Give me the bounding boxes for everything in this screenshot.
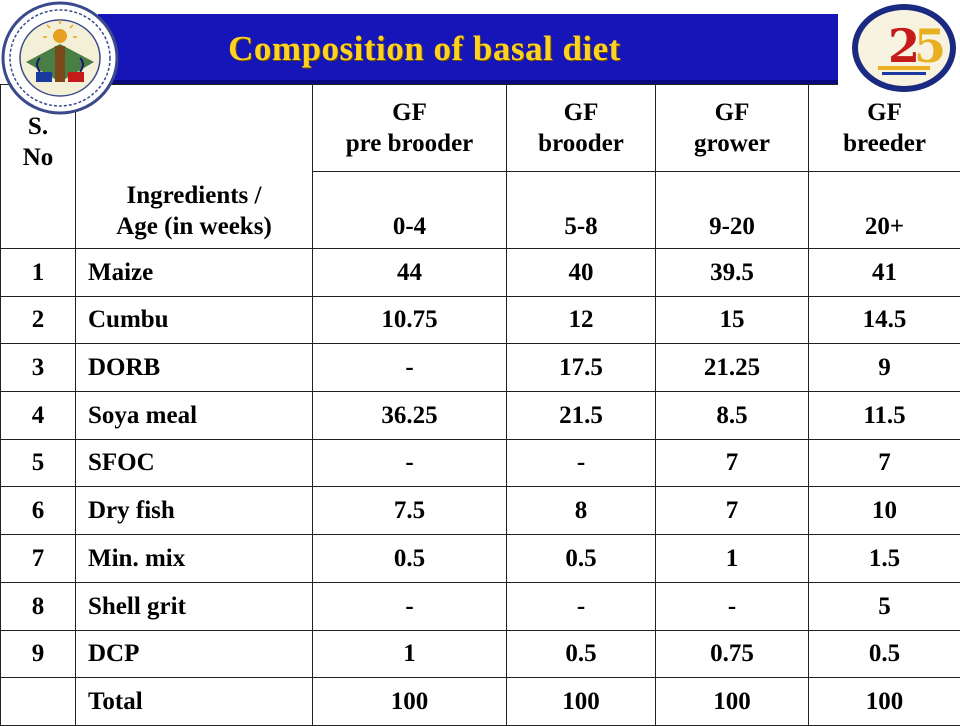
ingredients-header-line2: Age (in weeks)	[116, 213, 272, 240]
ingredient-cell: SFOC	[76, 439, 313, 487]
table-row: 9 DCP 1 0.5 0.75 0.5	[1, 630, 960, 678]
sno-header-line2: No	[23, 144, 54, 171]
diet-header-line2: pre brooder	[346, 130, 474, 157]
value-cell: 14.5	[809, 296, 960, 344]
sno-cell: 8	[1, 582, 76, 630]
diet-header-grower: GF grower	[656, 85, 809, 172]
sno-cell: 9	[1, 630, 76, 678]
value-cell: 7	[809, 439, 960, 487]
ingredient-cell: DORB	[76, 344, 313, 392]
value-cell: -	[313, 439, 507, 487]
value-cell: 0.5	[507, 535, 656, 583]
diet-header-line1: GF	[564, 99, 599, 126]
value-cell: -	[507, 439, 656, 487]
diet-header-line1: GF	[715, 99, 750, 126]
diet-header-brooder: GF brooder	[507, 85, 656, 172]
diet-header-line2: brooder	[538, 130, 624, 157]
ingredient-cell: DCP	[76, 630, 313, 678]
table-row: 1 Maize 44 40 39.5 41	[1, 249, 960, 297]
value-cell: 1.5	[809, 535, 960, 583]
value-cell: -	[313, 344, 507, 392]
ingredient-cell: Cumbu	[76, 296, 313, 344]
table-row: 5 SFOC - - 7 7	[1, 439, 960, 487]
sno-cell: 7	[1, 535, 76, 583]
value-cell: 1	[313, 630, 507, 678]
table-row: 3 DORB - 17.5 21.25 9	[1, 344, 960, 392]
table-row: 7 Min. mix 0.5 0.5 1 1.5	[1, 535, 960, 583]
value-cell: 41	[809, 249, 960, 297]
value-cell: 0.5	[809, 630, 960, 678]
value-cell: 8	[507, 487, 656, 535]
diet-header-line2: grower	[694, 130, 770, 157]
value-cell: 7	[656, 487, 809, 535]
sno-cell: 5	[1, 439, 76, 487]
sno-cell: 2	[1, 296, 76, 344]
total-value-cell: 100	[809, 678, 960, 726]
value-cell: 17.5	[507, 344, 656, 392]
value-cell: 39.5	[656, 249, 809, 297]
ingredient-cell: Maize	[76, 249, 313, 297]
value-cell: 10.75	[313, 296, 507, 344]
age-header: 20+	[809, 172, 960, 249]
value-cell: -	[656, 582, 809, 630]
value-cell: 40	[507, 249, 656, 297]
ingredient-cell: Shell grit	[76, 582, 313, 630]
diet-header-line1: GF	[867, 99, 902, 126]
total-value-cell: 100	[313, 678, 507, 726]
sno-cell: 3	[1, 344, 76, 392]
value-cell: 11.5	[809, 392, 960, 440]
value-cell: -	[507, 582, 656, 630]
age-header: 9-20	[656, 172, 809, 249]
total-row: Total 100 100 100 100	[1, 678, 960, 726]
sno-cell: 6	[1, 487, 76, 535]
value-cell: 8.5	[656, 392, 809, 440]
value-cell: 5	[809, 582, 960, 630]
value-cell: 7	[656, 439, 809, 487]
diet-header-line1: GF	[392, 99, 427, 126]
total-value-cell: 100	[656, 678, 809, 726]
sno-cell: 4	[1, 392, 76, 440]
svg-text:5: 5	[914, 19, 946, 73]
value-cell: 1	[656, 535, 809, 583]
value-cell: 0.75	[656, 630, 809, 678]
table-row: 2 Cumbu 10.75 12 15 14.5	[1, 296, 960, 344]
value-cell: 21.5	[507, 392, 656, 440]
slide-title: Composition of basal diet	[228, 29, 711, 69]
university-seal-icon	[0, 0, 122, 118]
value-cell: 44	[313, 249, 507, 297]
value-cell: 10	[809, 487, 960, 535]
value-cell: 36.25	[313, 392, 507, 440]
ingredient-cell: Min. mix	[76, 535, 313, 583]
value-cell: 0.5	[313, 535, 507, 583]
title-bar: Composition of basal diet	[98, 14, 841, 84]
ingredients-header-line1: Ingredients /	[127, 182, 262, 209]
sno-cell	[1, 678, 76, 726]
value-cell: 7.5	[313, 487, 507, 535]
silver-jubilee-25-icon: 2 5	[838, 0, 960, 96]
total-label: Total	[76, 678, 313, 726]
age-header: 5-8	[507, 172, 656, 249]
diet-header-line2: breeder	[843, 130, 926, 157]
value-cell: 21.25	[656, 344, 809, 392]
table-row: 4 Soya meal 36.25 21.5 8.5 11.5	[1, 392, 960, 440]
age-header: 0-4	[313, 172, 507, 249]
total-value-cell: 100	[507, 678, 656, 726]
diet-header-breeder: GF breeder	[809, 85, 960, 172]
value-cell: 15	[656, 296, 809, 344]
ingredient-cell: Soya meal	[76, 392, 313, 440]
sno-cell: 1	[1, 249, 76, 297]
diet-table: S. No Ingredients / Age (in weeks) GF pr…	[0, 84, 960, 726]
header-row-diets: S. No Ingredients / Age (in weeks) GF pr…	[1, 85, 960, 172]
value-cell: 0.5	[507, 630, 656, 678]
diet-header-pre-brooder: GF pre brooder	[313, 85, 507, 172]
value-cell: 9	[809, 344, 960, 392]
table-row: 6 Dry fish 7.5 8 7 10	[1, 487, 960, 535]
ingredient-cell: Dry fish	[76, 487, 313, 535]
table-row: 8 Shell grit - - - 5	[1, 582, 960, 630]
value-cell: 12	[507, 296, 656, 344]
value-cell: -	[313, 582, 507, 630]
